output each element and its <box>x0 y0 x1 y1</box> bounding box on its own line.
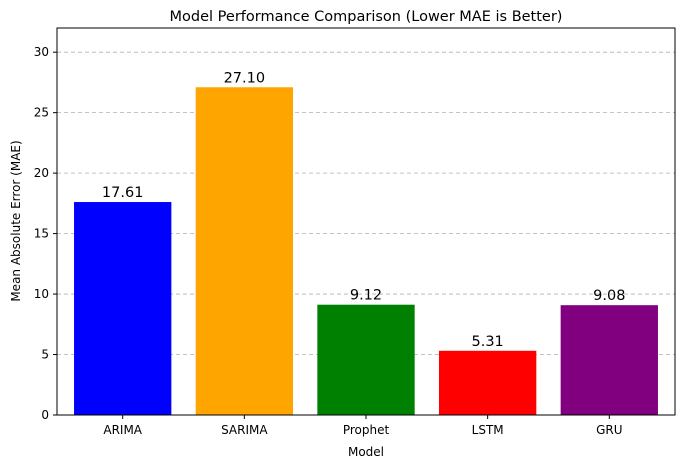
x-tick-label-arima: ARIMA <box>103 423 142 437</box>
y-tick-label: 0 <box>41 408 49 422</box>
data-label-lstm: 5.31 <box>472 334 504 350</box>
y-axis-ticks: 0 5 10 15 20 25 30 <box>34 45 57 422</box>
bar-gru <box>560 305 658 415</box>
data-label-gru: 9.08 <box>593 288 625 304</box>
bar-sarima <box>195 87 294 416</box>
data-label-prophet: 9.12 <box>350 288 382 304</box>
y-tick-label: 5 <box>41 348 49 362</box>
y-tick-label: 20 <box>34 166 49 180</box>
x-tick-label-lstm: LSTM <box>472 423 504 437</box>
x-tick-label-gru: GRU <box>596 423 622 437</box>
x-tick-label-prophet: Prophet <box>343 423 390 437</box>
y-tick-label: 10 <box>34 287 49 301</box>
data-labels-layer: 17.61 27.10 9.12 5.31 9.08 <box>102 70 626 350</box>
chart-title: Model Performance Comparison (Lower MAE … <box>170 9 563 25</box>
x-axis-ticks: ARIMA SARIMA Prophet LSTM GRU <box>103 415 623 437</box>
bar-arima <box>74 202 172 415</box>
y-axis-label: Mean Absolute Error (MAE) <box>9 140 23 301</box>
y-tick-label: 30 <box>34 45 49 59</box>
x-tick-label-sarima: SARIMA <box>221 423 268 437</box>
data-label-arima: 17.61 <box>102 185 144 201</box>
y-tick-label: 25 <box>34 106 49 120</box>
bars-layer <box>74 87 658 416</box>
bar-prophet <box>317 304 415 415</box>
data-label-sarima: 27.10 <box>224 70 266 86</box>
y-tick-label: 15 <box>34 227 49 241</box>
x-axis-label: Model <box>348 445 384 459</box>
bar-lstm <box>438 350 537 415</box>
